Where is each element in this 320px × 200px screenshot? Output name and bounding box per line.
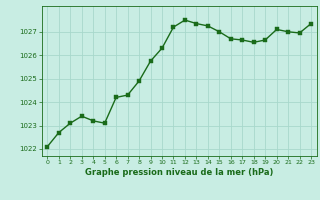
X-axis label: Graphe pression niveau de la mer (hPa): Graphe pression niveau de la mer (hPa) xyxy=(85,168,273,177)
